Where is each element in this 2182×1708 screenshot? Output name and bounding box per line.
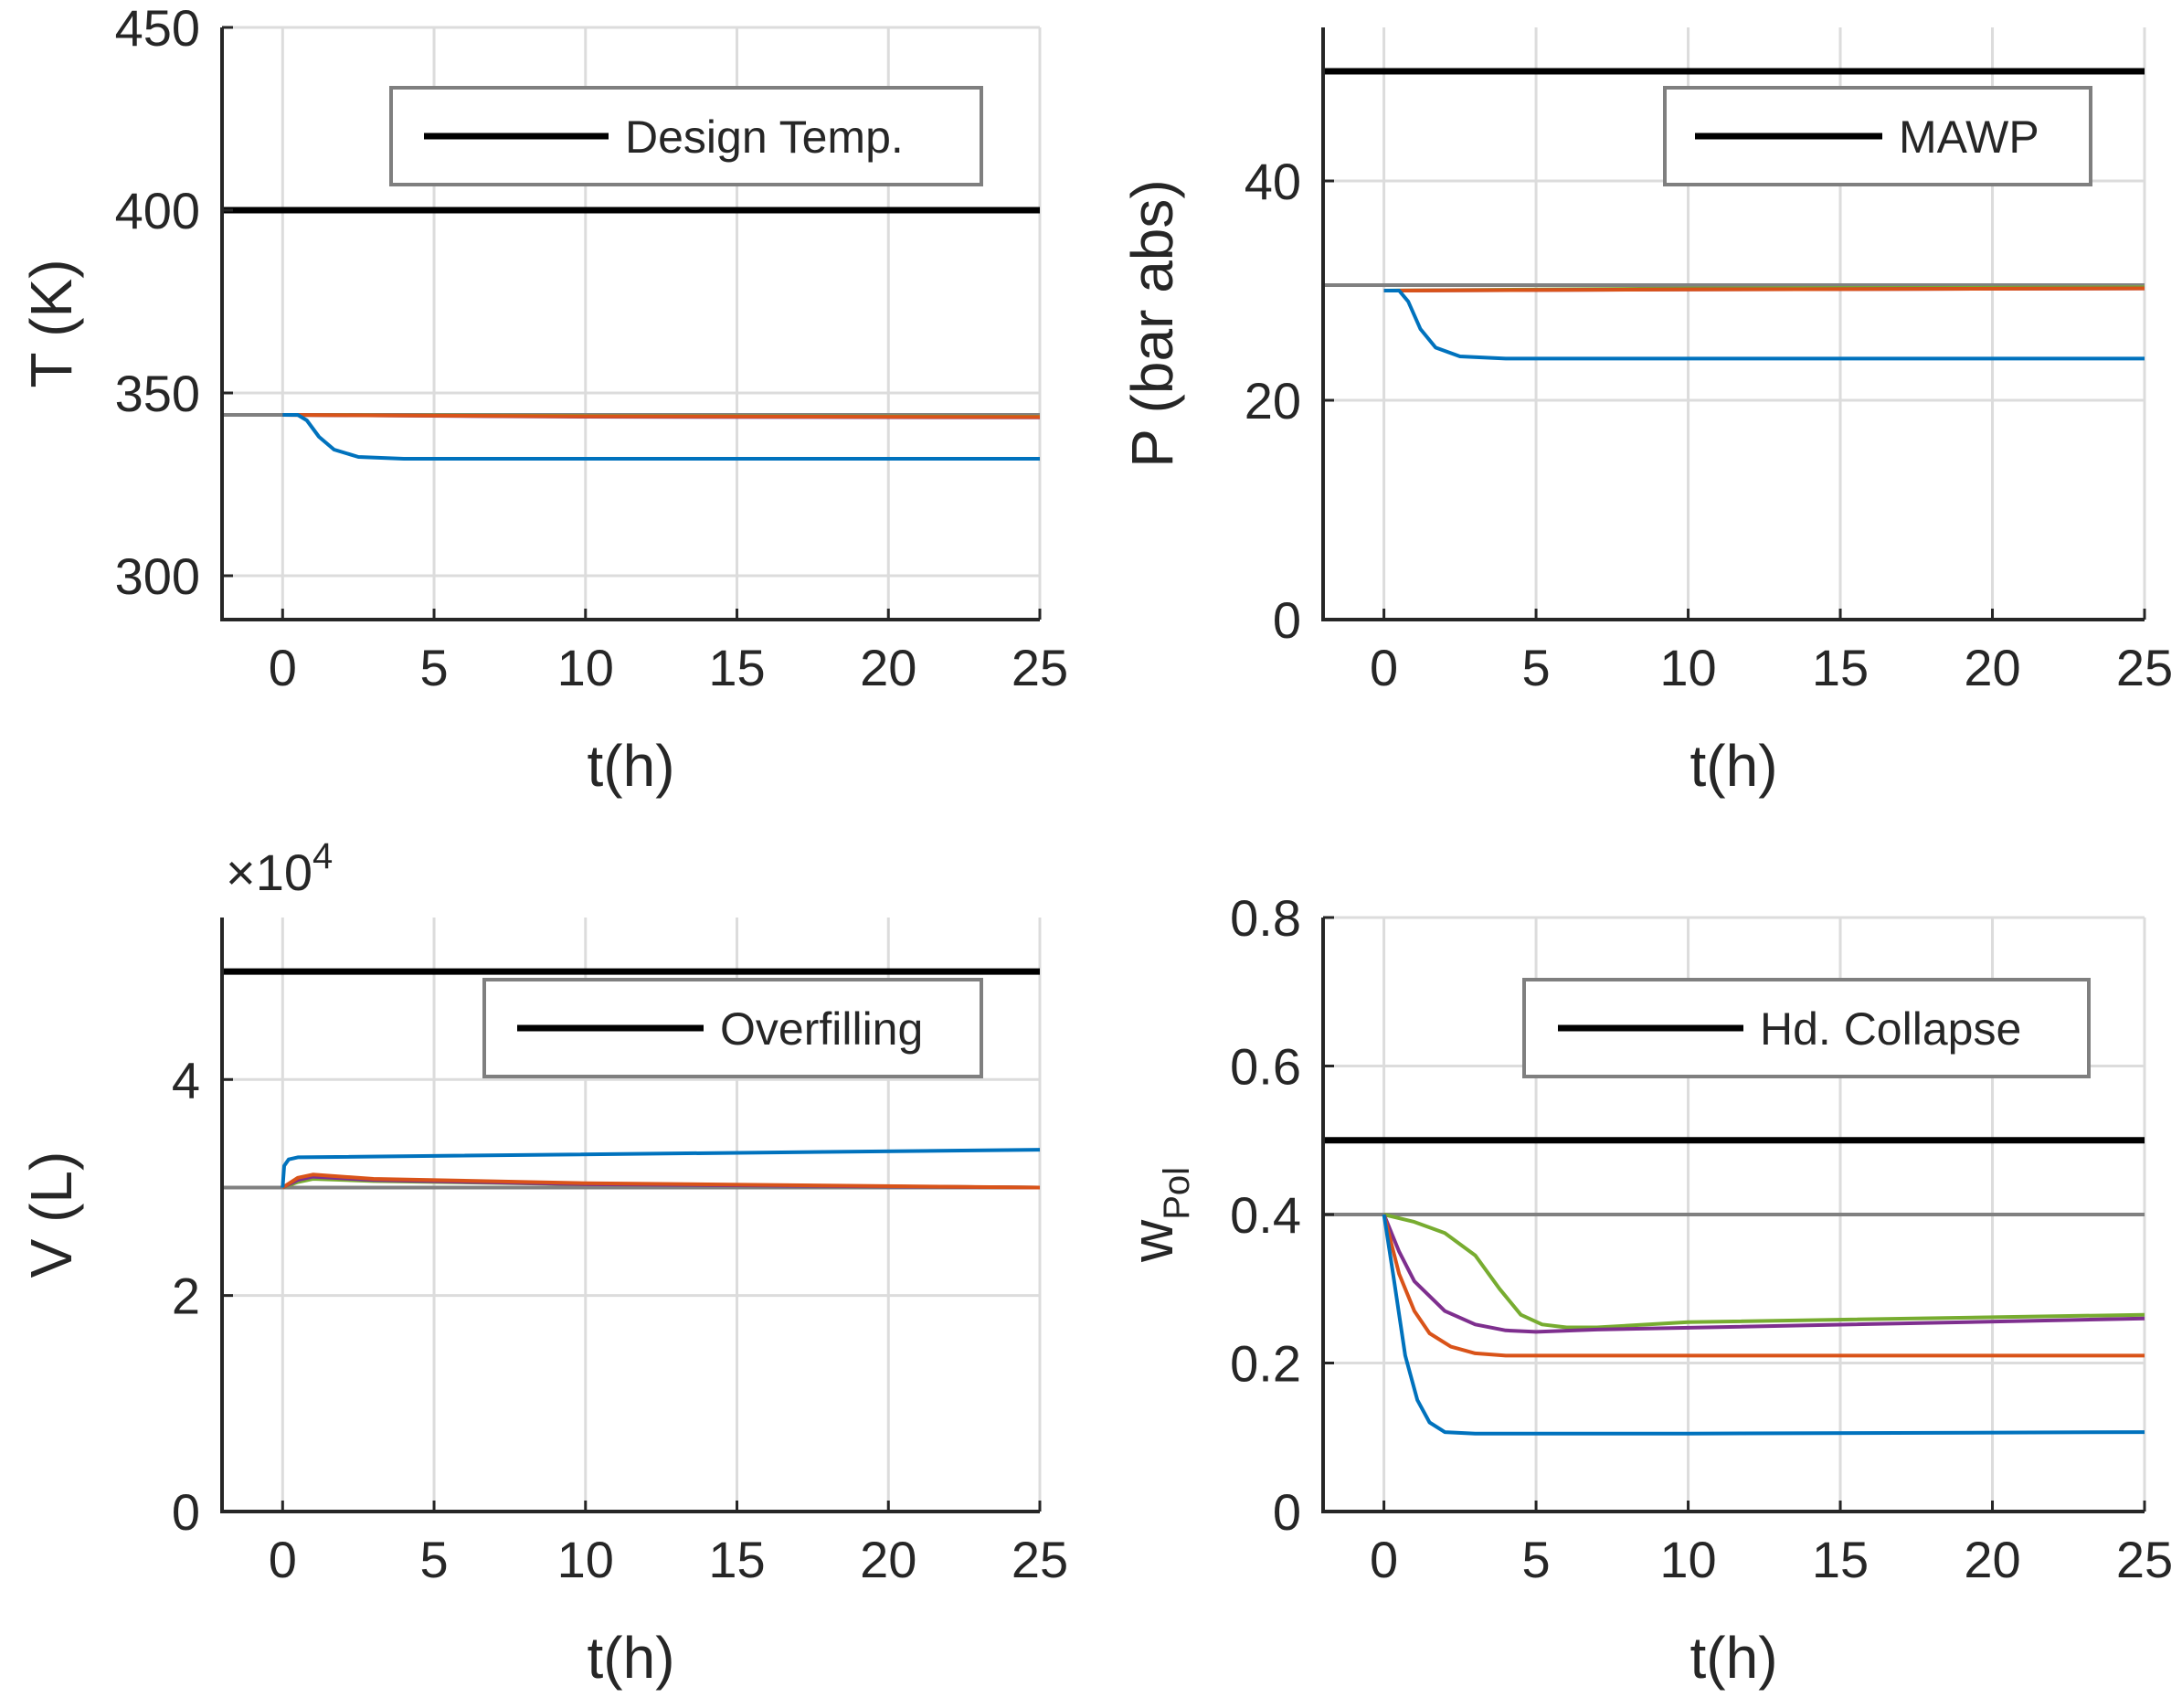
axis-exponent-power: 4 (312, 836, 333, 876)
x-tick-label: 0 (1370, 639, 1398, 696)
x-tick-label: 15 (708, 639, 765, 696)
axes-frame (220, 27, 1040, 621)
polymer-fraction-panel: 0 5 10 15 20 25 0 0.2 0.4 0.6 0.8 t(h) wPol Hd. Colla… (1119, 889, 2173, 1691)
x-axis-label: t(h) (1690, 1625, 1778, 1691)
series-line (282, 413, 1040, 461)
axis-exponent: ×104 (226, 836, 333, 901)
y-tick-label: 40 (1245, 153, 1301, 210)
y-tick-label: 300 (115, 547, 200, 605)
x-tick-label: 5 (419, 639, 448, 696)
series-line (1383, 286, 2145, 292)
y-axis-label: T (K) (18, 259, 84, 387)
series-line (281, 1148, 1041, 1188)
x-tick-label: 15 (1812, 1531, 1869, 1588)
pressure-panel: 0 5 10 15 20 25 0 20 40 t(h) P (bar abs) MAWP (1119, 27, 2173, 799)
x-tick-label: 0 (1370, 1531, 1398, 1588)
series-line (1383, 289, 2145, 361)
y-tick-label: 4 (172, 1051, 200, 1109)
temperature-panel: 0 5 10 15 20 25 300 350 400 450 t(h) T (K) Design Te… (18, 0, 1068, 799)
y-tick-label: 20 (1245, 372, 1301, 430)
x-tick-label: 20 (860, 1531, 916, 1588)
series-line (1382, 1214, 2145, 1358)
y-axis-label-subscript: Pol (1157, 1167, 1197, 1220)
x-tick-label: 5 (419, 1531, 448, 1588)
x-tick-label: 25 (1012, 1531, 1068, 1588)
y-axis-label: P (bar abs) (1119, 179, 1185, 467)
y-tick-label: 0.4 (1230, 1186, 1301, 1244)
y-tick-label: 0 (1273, 1483, 1301, 1541)
legend-label: Hd. Collapse (1760, 1003, 2021, 1055)
x-tick-label: 20 (860, 639, 916, 696)
x-tick-label: 25 (2116, 1531, 2173, 1588)
y-tick-label: 2 (172, 1268, 200, 1325)
legend-label: Overfilling (720, 1003, 923, 1055)
y-tick-label: 400 (115, 182, 200, 239)
axis-exponent-base: ×10 (226, 843, 312, 901)
series-line (281, 1172, 1041, 1190)
y-tick-label: 0 (1273, 591, 1301, 649)
x-axis-label: t(h) (588, 1625, 675, 1691)
x-tick-label: 10 (1659, 639, 1716, 696)
y-axis-label: V (L) (18, 1151, 84, 1278)
x-tick-label: 10 (1659, 1531, 1716, 1588)
y-tick-label: 450 (115, 0, 200, 57)
x-tick-label: 5 (1521, 1531, 1550, 1588)
x-tick-label: 25 (2116, 639, 2173, 696)
x-axis-label: t(h) (588, 733, 675, 799)
y-axis-label-main: w (1119, 1219, 1185, 1263)
x-tick-label: 20 (1964, 639, 2020, 696)
legend-label: MAWP (1899, 111, 2039, 163)
x-tick-label: 25 (1012, 639, 1068, 696)
x-tick-label: 15 (708, 1531, 765, 1588)
y-axis-label-main: T (K) (18, 259, 84, 387)
series-line (282, 413, 1041, 419)
y-axis-label-main: P (bar abs) (1119, 179, 1185, 467)
y-axis-label: wPol (1119, 1167, 1197, 1263)
x-tick-label: 10 (557, 1531, 614, 1588)
series-line (1382, 1214, 2145, 1436)
x-tick-label: 5 (1521, 639, 1550, 696)
x-tick-label: 0 (269, 1531, 297, 1588)
x-tick-label: 0 (269, 639, 297, 696)
x-tick-label: 20 (1964, 1531, 2020, 1588)
x-tick-label: 10 (557, 639, 614, 696)
y-tick-label: 350 (115, 365, 200, 422)
x-tick-label: 15 (1812, 639, 1869, 696)
y-tick-label: 0 (172, 1483, 200, 1541)
legend-label: Design Temp. (625, 111, 904, 163)
y-tick-label: 0.2 (1230, 1335, 1301, 1393)
series-line (1383, 1213, 2145, 1330)
x-axis-label: t(h) (1690, 733, 1778, 799)
y-tick-label: 0.6 (1230, 1038, 1301, 1096)
series-line (1382, 1214, 2145, 1334)
y-axis-label-main: V (L) (18, 1151, 84, 1278)
y-tick-label: 0.8 (1230, 889, 1301, 947)
